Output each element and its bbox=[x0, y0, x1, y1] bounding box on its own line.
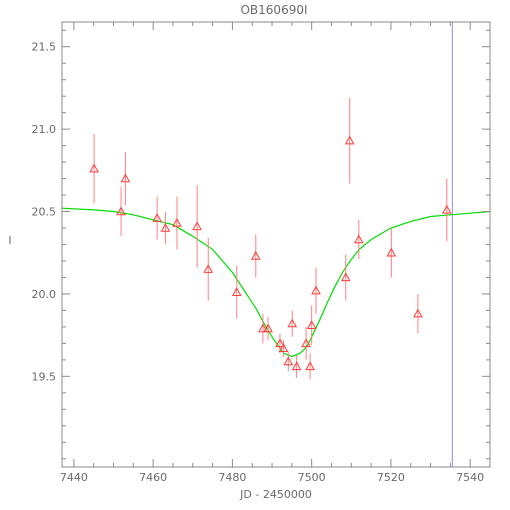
data-point bbox=[275, 338, 285, 348]
chart-title: OB160690I bbox=[240, 3, 307, 17]
data-point bbox=[386, 247, 397, 257]
data-point bbox=[152, 213, 162, 222]
y-tick-label: 19.5 bbox=[32, 370, 57, 383]
data-point bbox=[120, 173, 131, 183]
plot-area: 7440 7460 7480 7500 7520 7540 19.5 20.0 20.5 21.0… bbox=[32, 21, 491, 484]
x-tick-label: 7520 bbox=[377, 471, 405, 484]
data-point bbox=[250, 251, 261, 260]
data-point bbox=[344, 135, 355, 145]
y-axis-label: I bbox=[8, 234, 11, 247]
data-point bbox=[301, 338, 311, 348]
plot-frame bbox=[61, 21, 491, 468]
data-point bbox=[340, 272, 351, 282]
x-tick-label: 7480 bbox=[218, 471, 246, 484]
data-point bbox=[192, 221, 202, 231]
data-point bbox=[116, 206, 126, 216]
data-point bbox=[203, 264, 214, 273]
series-layer bbox=[61, 22, 491, 467]
y-tick-label: 21.0 bbox=[32, 123, 57, 136]
data-point bbox=[441, 204, 452, 214]
x-tick-label: 7540 bbox=[456, 471, 484, 484]
data-point bbox=[263, 323, 273, 333]
model-curve-line bbox=[61, 207, 491, 358]
data-point bbox=[306, 320, 317, 329]
data-point bbox=[172, 218, 182, 227]
data-point bbox=[353, 234, 364, 244]
data-point bbox=[160, 222, 171, 232]
x-axis-label: JD - 2450000 bbox=[239, 488, 312, 501]
data-point bbox=[305, 361, 315, 371]
y-tick-label: 20.5 bbox=[32, 206, 57, 219]
data-point bbox=[231, 287, 242, 296]
x-tick-label: 7500 bbox=[298, 471, 326, 484]
data-point bbox=[291, 361, 302, 371]
y-tick-label: 21.5 bbox=[32, 41, 57, 54]
x-tick-label: 7460 bbox=[139, 471, 167, 484]
data-point bbox=[278, 343, 289, 353]
x-tick-label: 7440 bbox=[60, 471, 88, 484]
data-point bbox=[413, 308, 423, 318]
axis-layer: 7440 7460 7480 7500 7520 7540 19.5 20.0 20.5 21.0… bbox=[32, 22, 491, 484]
data-point bbox=[311, 285, 321, 295]
data-point bbox=[283, 356, 294, 366]
data-point bbox=[258, 323, 268, 333]
y-tick-label: 20.0 bbox=[32, 288, 57, 301]
data-point bbox=[89, 163, 99, 173]
data-point bbox=[287, 318, 298, 328]
